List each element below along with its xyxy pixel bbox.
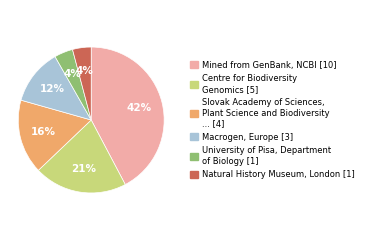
Text: 16%: 16% bbox=[30, 127, 55, 137]
Wedge shape bbox=[38, 120, 125, 193]
Text: 4%: 4% bbox=[76, 66, 94, 76]
Text: 4%: 4% bbox=[63, 69, 81, 79]
Text: 12%: 12% bbox=[40, 84, 65, 94]
Wedge shape bbox=[18, 100, 91, 170]
Legend: Mined from GenBank, NCBI [10], Centre for Biodiversity
Genomics [5], Slovak Acad: Mined from GenBank, NCBI [10], Centre fo… bbox=[190, 61, 355, 179]
Wedge shape bbox=[91, 47, 164, 185]
Wedge shape bbox=[73, 47, 91, 120]
Text: 21%: 21% bbox=[71, 164, 96, 174]
Wedge shape bbox=[21, 57, 91, 120]
Text: 42%: 42% bbox=[127, 103, 152, 113]
Wedge shape bbox=[55, 49, 91, 120]
